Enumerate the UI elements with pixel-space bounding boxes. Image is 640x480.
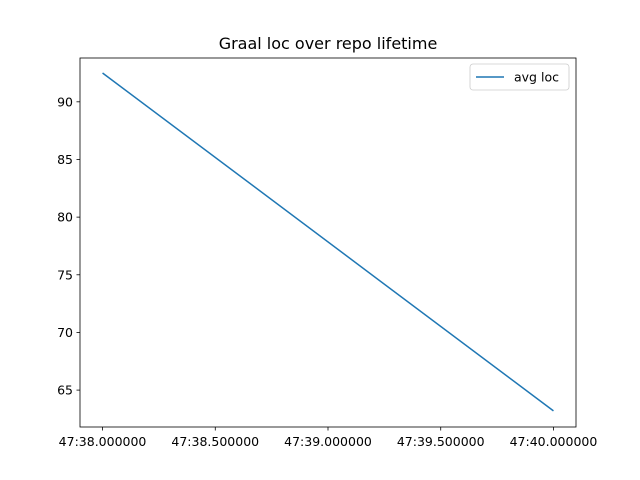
x-tick-label: 47:38.500000 [171, 434, 259, 449]
y-tick-label: 80 [57, 210, 73, 225]
series-line-0 [102, 72, 554, 412]
plot-area [102, 72, 554, 412]
chart-title: Graal loc over repo lifetime [219, 34, 438, 53]
y-tick-label: 90 [57, 94, 73, 109]
y-tick-label: 65 [57, 383, 73, 398]
y-tick-label: 70 [57, 325, 73, 340]
x-tick-label: 47:38.000000 [59, 434, 147, 449]
axes: 47:38.000000 47:38.500000 47:39.000000 47:3… [57, 57, 598, 449]
x-tick-label: 47:40.000000 [510, 434, 598, 449]
legend-box [469, 63, 570, 91]
legend-label: avg loc [514, 70, 559, 85]
y-tick-label: 75 [57, 267, 73, 282]
y-tick-label: 85 [57, 152, 73, 167]
x-tick-label: 47:39.000000 [284, 434, 372, 449]
x-tick-label: 47:39.500000 [397, 434, 485, 449]
legend: avg loc [469, 63, 570, 91]
